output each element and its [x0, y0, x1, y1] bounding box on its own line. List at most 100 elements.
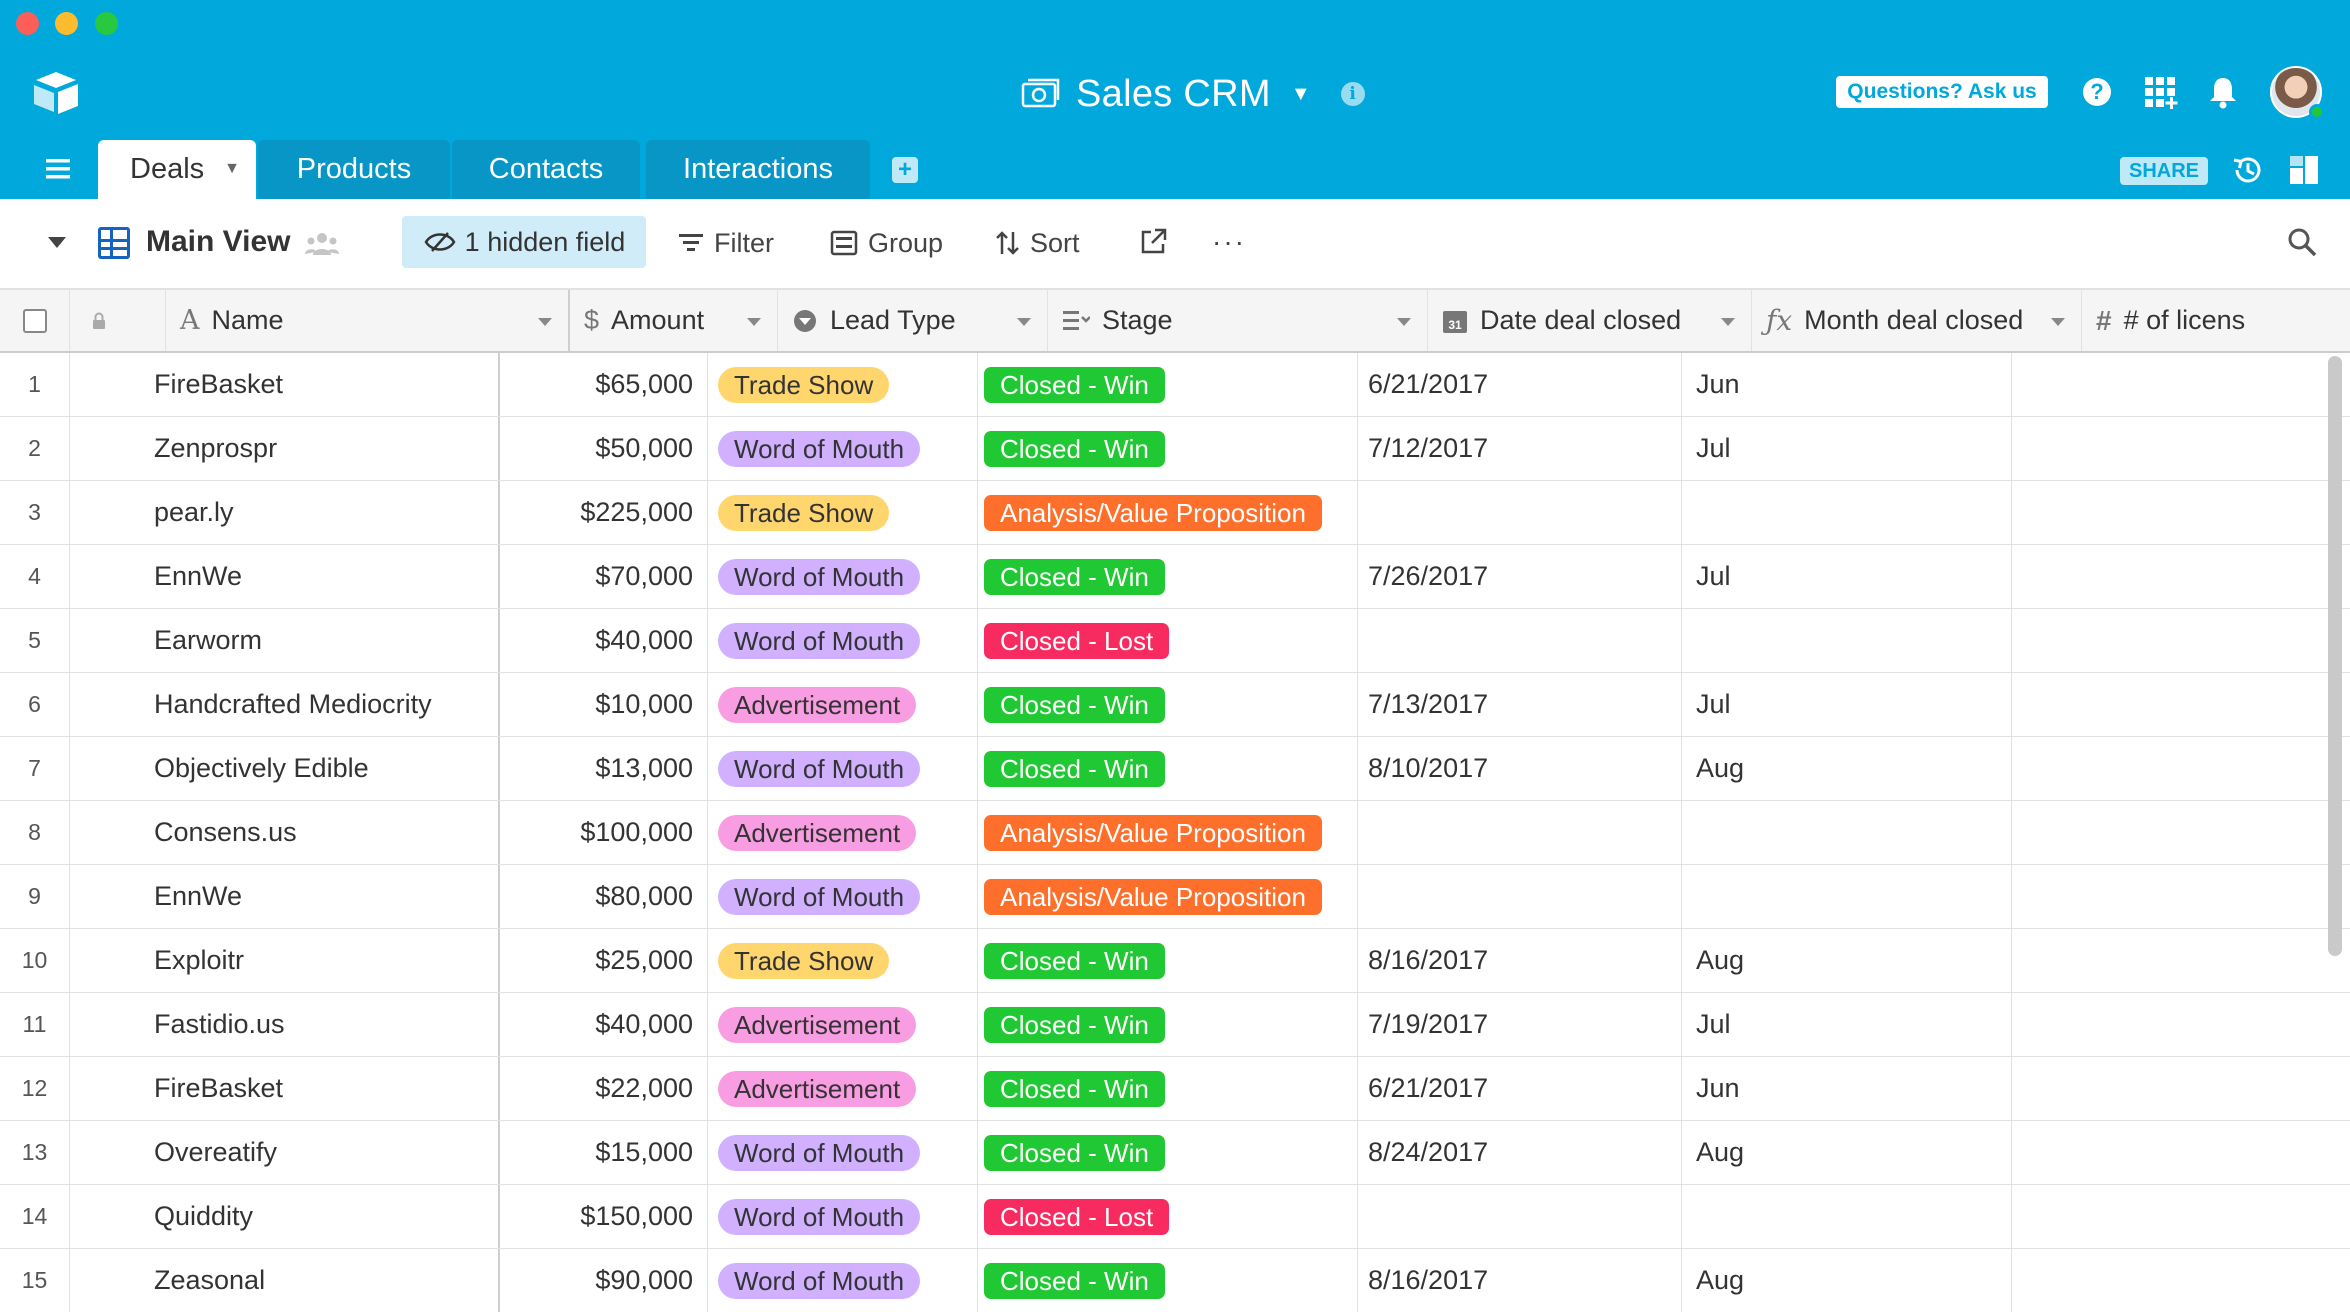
apps-grid-icon[interactable] — [2142, 74, 2178, 110]
cell-name[interactable]: Handcrafted Mediocrity — [70, 673, 500, 736]
row-number[interactable]: 8 — [0, 801, 70, 864]
table-row[interactable]: 10 Exploitr $25,000 Trade Show Closed - Win 8… — [0, 929, 2350, 993]
cell-date-closed[interactable]: 7/26/2017 — [1358, 545, 1682, 608]
window-minimize-button[interactable] — [55, 12, 78, 35]
cell-lead-type[interactable]: Advertisement — [708, 801, 978, 864]
cell-licenses[interactable] — [2012, 993, 2184, 1056]
row-number[interactable]: 4 — [0, 545, 70, 608]
cell-amount[interactable]: $70,000 — [500, 545, 708, 608]
search-icon[interactable] — [2286, 226, 2318, 258]
cell-amount[interactable]: $100,000 — [500, 801, 708, 864]
cell-name[interactable]: Zeasonal — [70, 1249, 500, 1312]
cell-date-closed[interactable]: 6/21/2017 — [1358, 353, 1682, 416]
chevron-down-icon[interactable] — [1017, 318, 1031, 326]
cell-stage[interactable]: Analysis/Value Proposition — [978, 865, 1358, 928]
share-view-external-icon[interactable] — [1138, 227, 1168, 257]
cell-name[interactable]: Zenprospr — [70, 417, 500, 480]
row-number[interactable]: 2 — [0, 417, 70, 480]
table-row[interactable]: 12 FireBasket $22,000 Advertisement Closed -… — [0, 1057, 2350, 1121]
cell-name[interactable]: Earworm — [70, 609, 500, 672]
filter-button[interactable]: Filter — [678, 225, 774, 261]
cell-licenses[interactable] — [2012, 545, 2184, 608]
cell-month-closed[interactable]: Jun — [1682, 1057, 2012, 1120]
table-row[interactable]: 6 Handcrafted Mediocrity $10,000 Advertisem… — [0, 673, 2350, 737]
cell-amount[interactable]: $40,000 — [500, 609, 708, 672]
cell-date-closed[interactable]: 8/16/2017 — [1358, 929, 1682, 992]
cell-stage[interactable]: Closed - Win — [978, 1057, 1358, 1120]
cell-licenses[interactable] — [2012, 417, 2184, 480]
cell-amount[interactable]: $22,000 — [500, 1057, 708, 1120]
cell-lead-type[interactable]: Word of Mouth — [708, 545, 978, 608]
add-table-plus-icon[interactable]: + — [892, 157, 918, 183]
cell-amount[interactable]: $150,000 — [500, 1185, 708, 1248]
cell-month-closed[interactable]: Aug — [1682, 1121, 2012, 1184]
table-row[interactable]: 1 FireBasket $65,000 Trade Show Closed - Win… — [0, 353, 2350, 417]
cell-lead-type[interactable]: Word of Mouth — [708, 417, 978, 480]
airtable-logo-icon[interactable] — [32, 70, 80, 114]
cell-date-closed[interactable]: 8/24/2017 — [1358, 1121, 1682, 1184]
select-all-checkbox[interactable] — [22, 308, 47, 333]
column-header-month-closed[interactable]: ƒx Month deal closed — [1752, 290, 2082, 351]
cell-name[interactable]: Objectively Edible — [70, 737, 500, 800]
tab-products[interactable]: Products — [258, 140, 450, 199]
cell-name[interactable]: FireBasket — [70, 353, 500, 416]
cell-name[interactable]: EnnWe — [70, 545, 500, 608]
cell-stage[interactable]: Closed - Win — [978, 1249, 1358, 1312]
vertical-scrollbar[interactable] — [2328, 356, 2342, 956]
cell-lead-type[interactable]: Trade Show — [708, 929, 978, 992]
row-number[interactable]: 9 — [0, 865, 70, 928]
cell-amount[interactable]: $15,000 — [500, 1121, 708, 1184]
cell-month-closed[interactable]: Aug — [1682, 929, 2012, 992]
cell-name[interactable]: Quiddity — [70, 1185, 500, 1248]
cell-month-closed[interactable] — [1682, 481, 2012, 544]
cell-name[interactable]: Overeatify — [70, 1121, 500, 1184]
column-header-amount[interactable]: $ Amount — [570, 290, 778, 351]
cell-amount[interactable]: $40,000 — [500, 993, 708, 1056]
cell-month-closed[interactable]: Jul — [1682, 993, 2012, 1056]
cell-stage[interactable]: Analysis/Value Proposition — [978, 481, 1358, 544]
cell-lead-type[interactable]: Trade Show — [708, 353, 978, 416]
row-number[interactable]: 6 — [0, 673, 70, 736]
cell-stage[interactable]: Closed - Lost — [978, 1185, 1358, 1248]
row-number[interactable]: 10 — [0, 929, 70, 992]
cell-month-closed[interactable]: Aug — [1682, 737, 2012, 800]
cell-month-closed[interactable]: Jul — [1682, 545, 2012, 608]
cell-date-closed[interactable]: 7/12/2017 — [1358, 417, 1682, 480]
history-icon[interactable] — [2230, 152, 2266, 188]
column-header-name[interactable]: A Name — [70, 290, 570, 351]
tab-contacts[interactable]: Contacts — [452, 140, 640, 199]
window-close-button[interactable] — [16, 12, 39, 35]
table-row[interactable]: 11 Fastidio.us $40,000 Advertisement Closed … — [0, 993, 2350, 1057]
chevron-down-icon[interactable]: ▼ — [224, 160, 240, 177]
cell-month-closed[interactable]: Aug — [1682, 1249, 2012, 1312]
cell-month-closed[interactable]: Jul — [1682, 417, 2012, 480]
cell-stage[interactable]: Closed - Win — [978, 353, 1358, 416]
table-row[interactable]: 15 Zeasonal $90,000 Word of Mouth Closed - W… — [0, 1249, 2350, 1312]
cell-date-closed[interactable] — [1358, 801, 1682, 864]
tab-deals[interactable]: Deals ▼ — [98, 140, 256, 199]
hamburger-menu-icon[interactable] — [42, 156, 74, 182]
row-number[interactable]: 1 — [0, 353, 70, 416]
cell-lead-type[interactable]: Word of Mouth — [708, 1185, 978, 1248]
cell-date-closed[interactable]: 6/21/2017 — [1358, 1057, 1682, 1120]
view-name[interactable]: Main View — [146, 225, 291, 258]
blocks-icon[interactable] — [2288, 154, 2320, 186]
cell-amount[interactable]: $80,000 — [500, 865, 708, 928]
cell-licenses[interactable] — [2012, 1249, 2184, 1312]
cell-lead-type[interactable]: Word of Mouth — [708, 1249, 978, 1312]
cell-month-closed[interactable] — [1682, 801, 2012, 864]
notifications-bell-icon[interactable] — [2205, 74, 2241, 110]
row-number[interactable]: 5 — [0, 609, 70, 672]
cell-amount[interactable]: $10,000 — [500, 673, 708, 736]
cell-licenses[interactable] — [2012, 929, 2184, 992]
cell-amount[interactable]: $225,000 — [500, 481, 708, 544]
view-switcher-caret-icon[interactable] — [48, 237, 66, 248]
cell-stage[interactable]: Closed - Win — [978, 545, 1358, 608]
cell-lead-type[interactable]: Word of Mouth — [708, 1121, 978, 1184]
cell-stage[interactable]: Closed - Win — [978, 1121, 1358, 1184]
cell-amount[interactable]: $65,000 — [500, 353, 708, 416]
cell-licenses[interactable] — [2012, 737, 2184, 800]
cell-licenses[interactable] — [2012, 801, 2184, 864]
hidden-fields-button[interactable]: 1 hidden field — [402, 216, 646, 268]
cell-amount[interactable]: $13,000 — [500, 737, 708, 800]
